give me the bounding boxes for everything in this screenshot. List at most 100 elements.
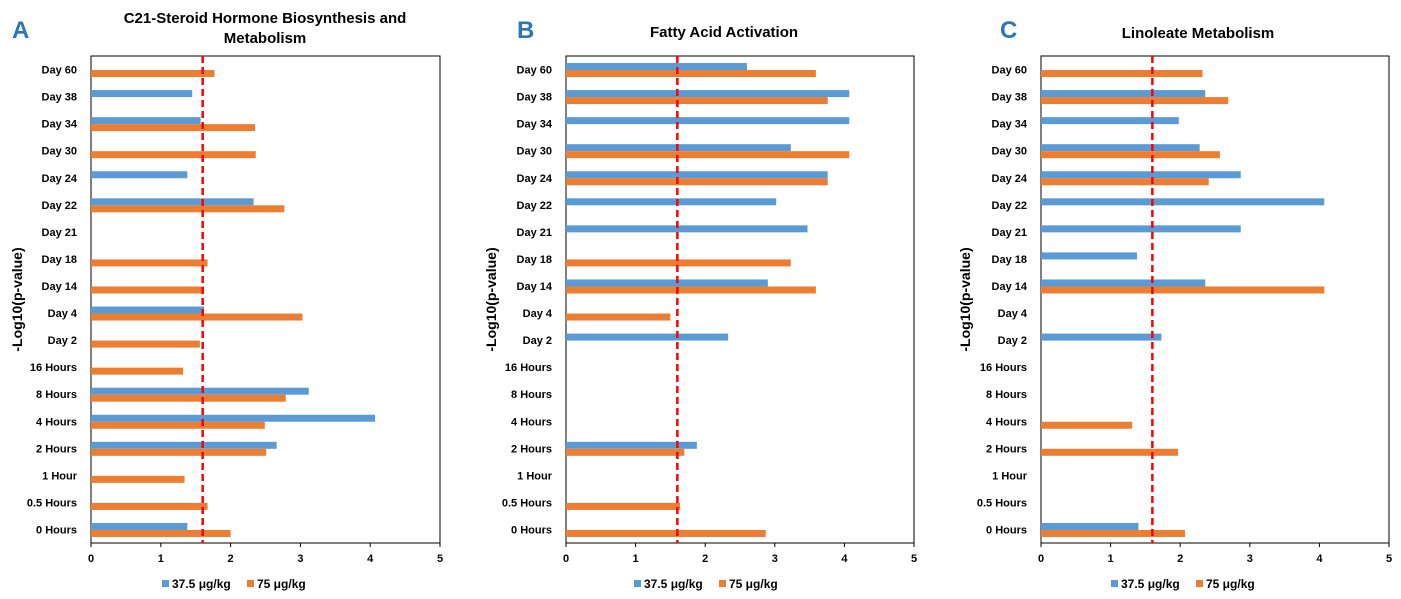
- bar-series-37-5: [1041, 198, 1325, 206]
- x-tick-label: 0: [88, 553, 94, 565]
- bar-series-75: [91, 286, 205, 294]
- bar-series-37-5: [1041, 144, 1200, 152]
- bar-series-37-5: [91, 387, 309, 395]
- bar-series-75: [566, 286, 816, 294]
- legend-label: 75 μg/kg: [729, 577, 778, 591]
- bar-series-75: [1041, 97, 1229, 105]
- chart-title: Metabolism: [224, 30, 307, 47]
- y-tick-label: Day 14: [992, 281, 1028, 293]
- x-tick-label: 2: [702, 553, 708, 565]
- y-tick-label: Day 24: [517, 173, 553, 185]
- bar-series-37-5: [1041, 333, 1162, 341]
- bar-series-75: [91, 394, 286, 402]
- y-tick-label: Day 30: [517, 146, 552, 158]
- bar-series-75: [566, 178, 828, 186]
- bar-series-75: [1041, 286, 1325, 294]
- y-tick-label: Day 14: [42, 281, 78, 293]
- bar-series-37-5: [566, 225, 808, 233]
- y-tick-label: Day 18: [992, 254, 1027, 266]
- y-tick-label: 1 Hour: [992, 470, 1028, 482]
- bar-series-75: [1041, 70, 1203, 78]
- legend-label: 37.5 μg/kg: [644, 577, 703, 591]
- y-tick-label: Day 22: [517, 200, 552, 212]
- bar-series-37-5: [566, 171, 828, 179]
- bar-series-37-5: [1041, 522, 1139, 530]
- y-tick-label: 8 Hours: [986, 389, 1027, 401]
- y-tick-label: Day 4: [48, 308, 78, 320]
- y-tick-label: Day 30: [42, 146, 77, 158]
- bar-series-37-5: [566, 90, 850, 98]
- bar-series-75: [91, 367, 184, 375]
- x-tick-label: 2: [228, 553, 234, 565]
- y-tick-label: 2 Hours: [511, 443, 552, 455]
- bar-series-75: [566, 97, 828, 105]
- y-tick-label: Day 38: [992, 92, 1027, 104]
- bar-series-75: [1041, 151, 1220, 159]
- bar-series-75: [91, 151, 256, 159]
- x-tick-label: 3: [1247, 553, 1253, 565]
- bar-series-37-5: [1041, 117, 1179, 125]
- bar-series-37-5: [91, 171, 188, 179]
- bar-series-37-5: [1041, 279, 1206, 287]
- bar-series-37-5: [91, 90, 193, 98]
- legend-label: 75 μg/kg: [257, 577, 306, 591]
- y-axis-label: -Log10(p-value): [9, 247, 25, 351]
- bar-series-37-5: [1041, 171, 1241, 179]
- chart-panel-c: C Linoleate Metabolism Day 60 Day 38 Day 34 D…: [957, 17, 1392, 591]
- chart-title: Fatty Acid Activation: [650, 24, 798, 41]
- y-tick-label: Day 38: [42, 92, 77, 104]
- y-tick-label: Day 4: [523, 308, 553, 320]
- y-tick-label: Day 2: [48, 335, 77, 347]
- bar-series-75: [1041, 421, 1133, 429]
- y-tick-label: 2 Hours: [36, 443, 77, 455]
- bar-series-37-5: [91, 198, 254, 206]
- legend-swatch: [247, 580, 254, 587]
- x-tick-label: 5: [1386, 553, 1392, 565]
- bar-series-75: [566, 259, 791, 267]
- plot-area-frame: [565, 55, 915, 544]
- y-tick-label: 0.5 Hours: [502, 497, 552, 509]
- y-tick-label: 4 Hours: [36, 416, 77, 428]
- bar-series-37-5: [566, 117, 850, 125]
- bar-series-75: [91, 475, 185, 483]
- bar-series-37-5: [566, 63, 747, 71]
- y-tick-label: 4 Hours: [511, 416, 552, 428]
- legend-swatch: [1196, 580, 1203, 587]
- legend-label: 75 μg/kg: [1206, 577, 1255, 591]
- y-tick-label: Day 4: [998, 308, 1028, 320]
- bar-series-37-5: [91, 414, 376, 422]
- y-tick-label: Day 60: [992, 65, 1027, 77]
- y-tick-label: 0 Hours: [36, 524, 77, 536]
- y-tick-label: 16 Hours: [505, 362, 552, 374]
- y-tick-label: 8 Hours: [36, 389, 77, 401]
- y-tick-label: 4 Hours: [986, 416, 1027, 428]
- bar-series-75: [91, 205, 285, 213]
- bar-series-75: [91, 421, 265, 429]
- chart-title: C21-Steroid Hormone Biosynthesis and: [124, 10, 407, 27]
- plot-area-frame: [90, 55, 441, 544]
- bar-series-37-5: [91, 522, 188, 530]
- x-tick-label: 4: [367, 553, 374, 565]
- y-tick-label: Day 18: [517, 254, 552, 266]
- bar-series-37-5: [91, 441, 277, 449]
- y-tick-label: Day 21: [992, 227, 1027, 239]
- x-tick-label: 4: [841, 553, 848, 565]
- x-tick-label: 4: [1316, 553, 1323, 565]
- bar-series-37-5: [566, 333, 729, 341]
- bar-series-75: [566, 529, 766, 537]
- x-tick-label: 1: [1108, 553, 1114, 565]
- y-tick-label: Day 34: [517, 119, 553, 131]
- bar-series-37-5: [566, 279, 768, 287]
- bar-series-37-5: [91, 306, 205, 314]
- y-tick-label: 0 Hours: [511, 524, 552, 536]
- x-tick-label: 2: [1177, 553, 1183, 565]
- bar-series-75: [91, 340, 200, 348]
- y-tick-label: Day 60: [42, 65, 77, 77]
- bar-series-75: [91, 70, 215, 78]
- bar-series-75: [566, 313, 671, 321]
- bar-series-75: [1041, 178, 1209, 186]
- y-tick-label: Day 18: [42, 254, 77, 266]
- y-tick-label: Day 60: [517, 65, 552, 77]
- y-tick-label: Day 24: [42, 173, 78, 185]
- y-tick-label: Day 14: [517, 281, 553, 293]
